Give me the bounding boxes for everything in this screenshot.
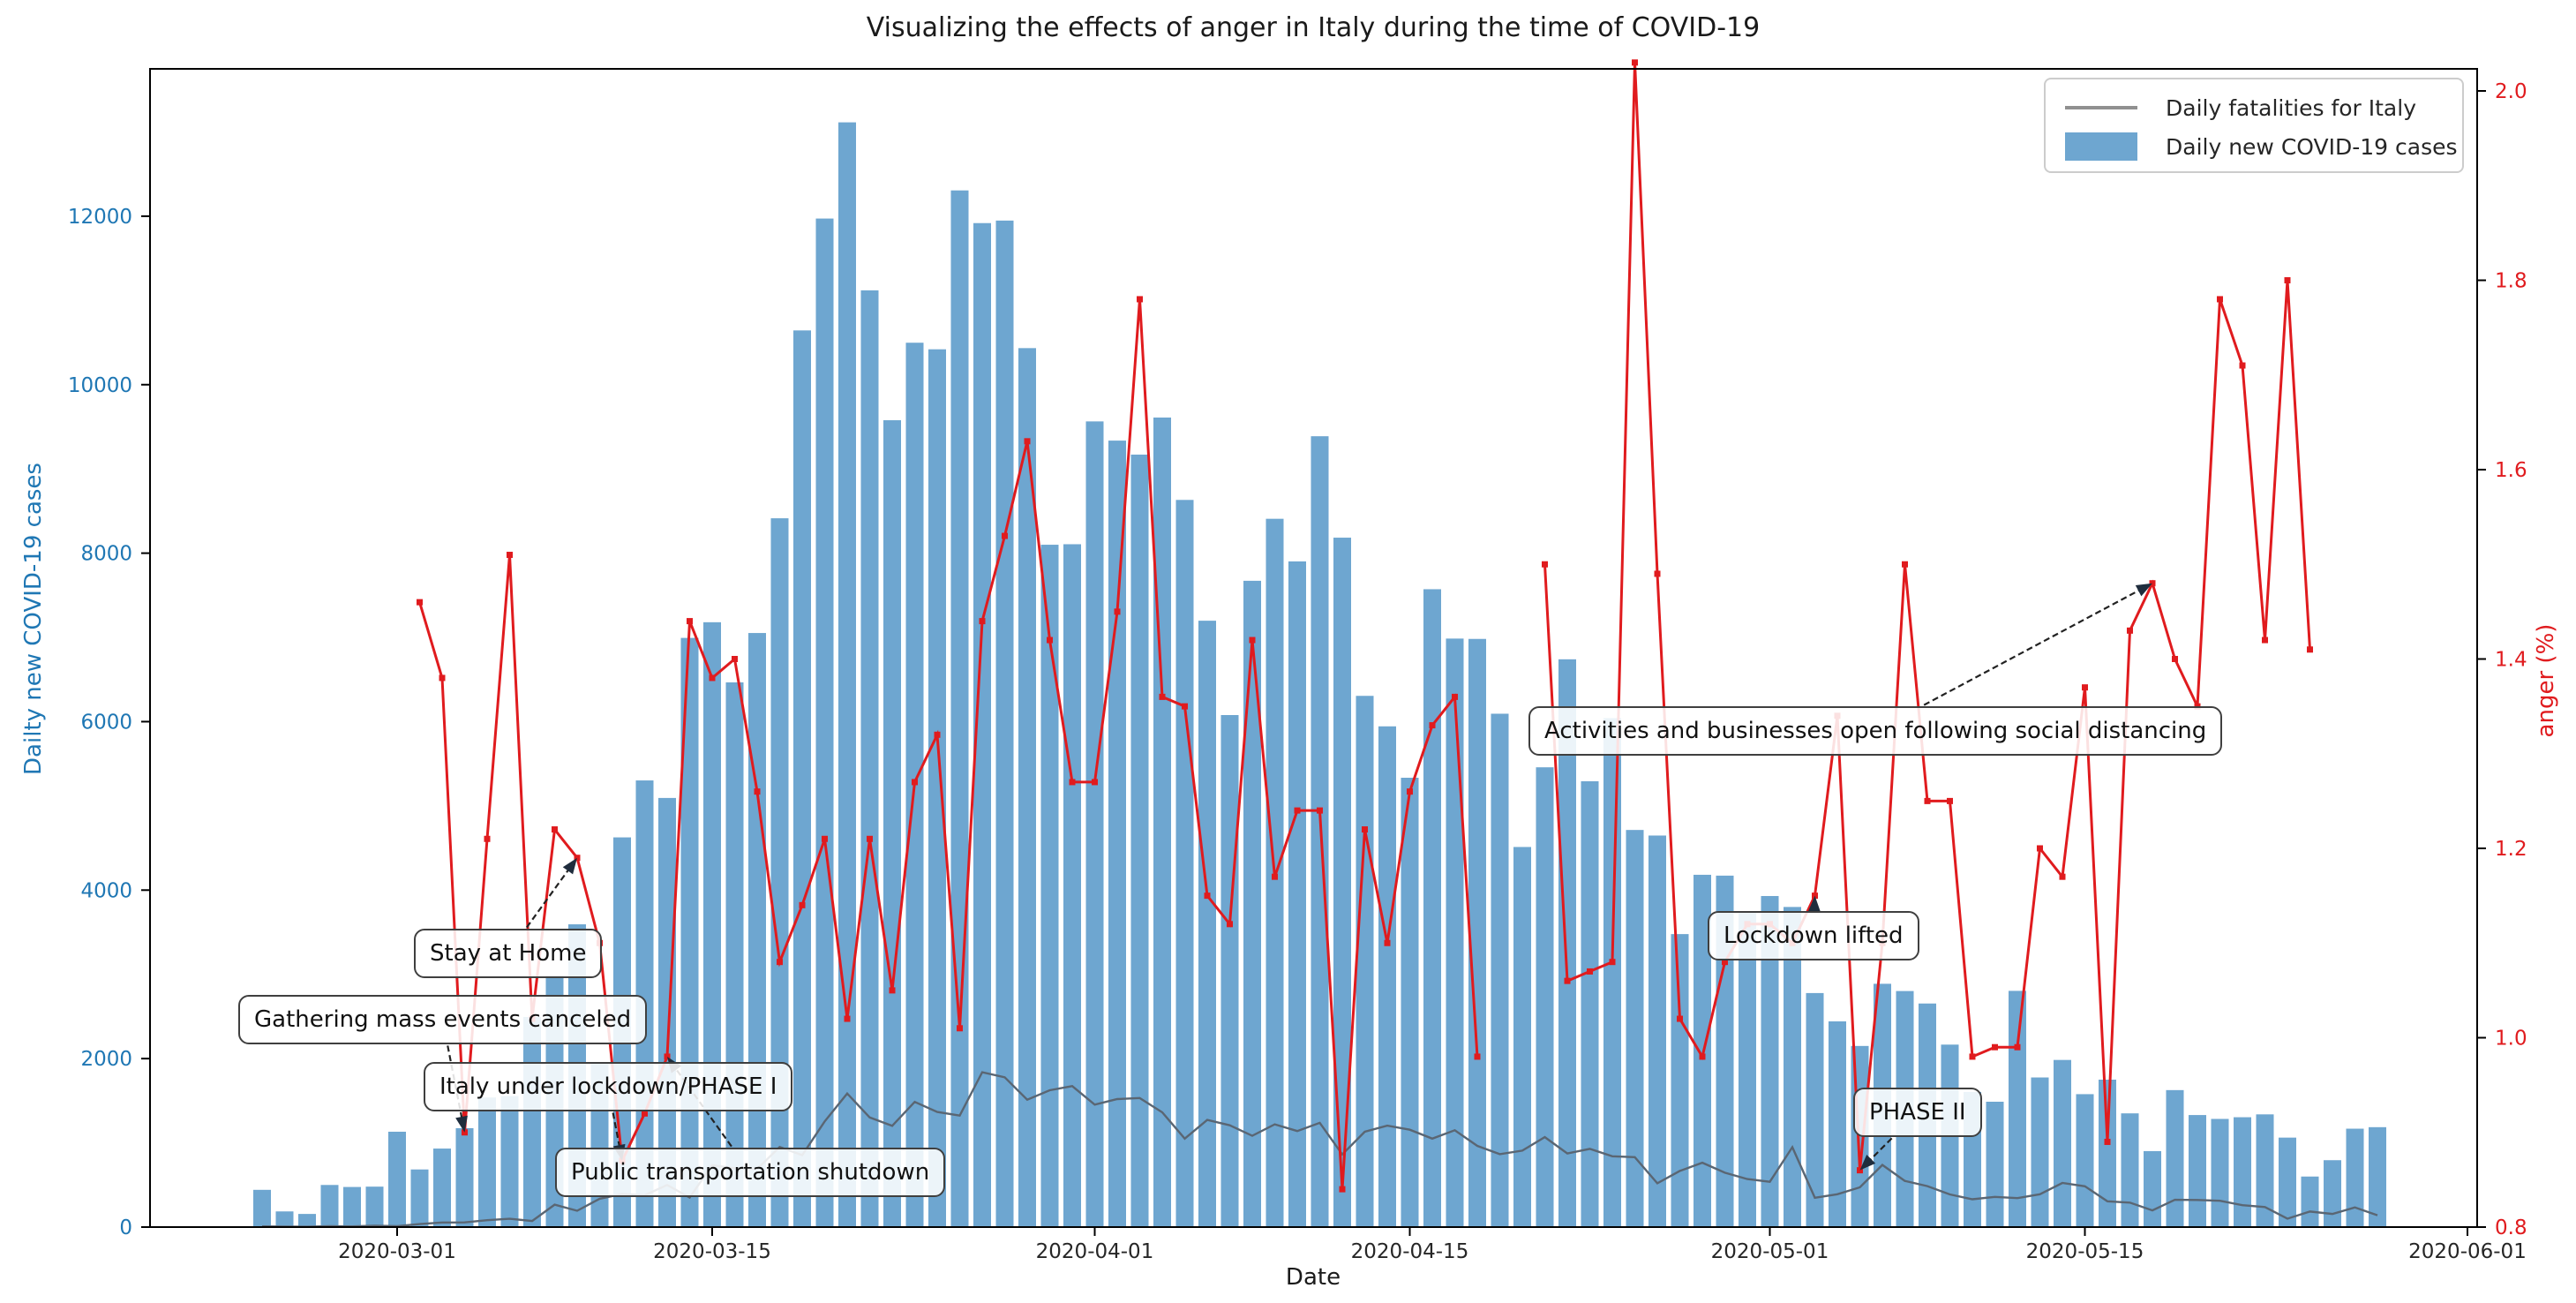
annotation-italy-lockdown: Italy under lockdown/PHASE I: [424, 1062, 793, 1111]
annotation-arrow-activities-open: [1923, 583, 2152, 706]
axis-ticks: 2020-03-01 2020-03-15 2020-04-01 2020-04-15…: [68, 80, 2527, 1263]
legend-item-cases: Daily new COVID-19 cases: [2065, 127, 2462, 166]
svg-text:2020-05-15: 2020-05-15: [2026, 1240, 2144, 1263]
chart-title: Visualizing the effects of anger in Ital…: [866, 12, 1761, 43]
svg-text:2000: 2000: [80, 1048, 132, 1071]
y-axis-left-label: Dailty new COVID-19 cases: [20, 463, 47, 775]
svg-text:8000: 8000: [80, 543, 132, 566]
svg-text:4000: 4000: [80, 879, 132, 902]
svg-text:2020-04-15: 2020-04-15: [1351, 1240, 1469, 1263]
legend-label: Daily new COVID-19 cases: [2166, 133, 2458, 160]
annotation-lockdown-lifted: Lockdown lifted: [1708, 911, 1919, 960]
annotation-phase-ii: PHASE II: [1853, 1088, 1982, 1137]
annotation-public-transportation: Public transportation shutdown: [555, 1148, 946, 1197]
y-axis-right-label: anger (%): [2533, 623, 2559, 738]
annotation-gathering-mass-events: Gathering mass events canceled: [238, 995, 648, 1044]
annotation-stay-at-home: Stay at Home: [414, 929, 603, 978]
svg-text:2020-03-01: 2020-03-01: [338, 1240, 456, 1263]
svg-text:2020-04-01: 2020-04-01: [1036, 1240, 1154, 1263]
annotation-arrow-lockdown-lifted: [1807, 895, 1821, 912]
legend-label: Daily fatalities for Italy: [2166, 94, 2416, 121]
gray-line-swatch-icon: [2065, 106, 2137, 109]
anger-line: [417, 59, 2313, 1193]
plot-frame: [149, 68, 2478, 1228]
annotation-activities-open: Activities and businesses open following…: [1528, 706, 2223, 756]
svg-text:0.8: 0.8: [2495, 1216, 2527, 1239]
svg-text:10000: 10000: [68, 374, 132, 397]
svg-text:1.0: 1.0: [2495, 1028, 2527, 1051]
svg-text:1.6: 1.6: [2495, 459, 2527, 482]
svg-text:1.2: 1.2: [2495, 838, 2527, 861]
annotation-arrow-stay-at-home: [525, 857, 577, 929]
annotation-arrow-phase-ii: [1859, 1137, 1893, 1171]
svg-text:2020-03-15: 2020-03-15: [653, 1240, 771, 1263]
x-axis-label: Date: [1285, 1264, 1341, 1291]
legend: Daily fatalities for Italy Daily new COV…: [2044, 78, 2464, 173]
svg-text:2.0: 2.0: [2495, 80, 2527, 103]
svg-text:2020-05-01: 2020-05-01: [1711, 1240, 1829, 1263]
svg-text:1.4: 1.4: [2495, 649, 2527, 672]
legend-item-fatalities: Daily fatalities for Italy: [2065, 88, 2462, 127]
svg-text:6000: 6000: [80, 711, 132, 734]
svg-text:1.8: 1.8: [2495, 270, 2527, 293]
svg-text:2020-06-01: 2020-06-01: [2408, 1240, 2527, 1263]
svg-text:12000: 12000: [68, 206, 132, 229]
svg-text:0: 0: [119, 1216, 132, 1239]
blue-patch-swatch-icon: [2065, 132, 2137, 161]
